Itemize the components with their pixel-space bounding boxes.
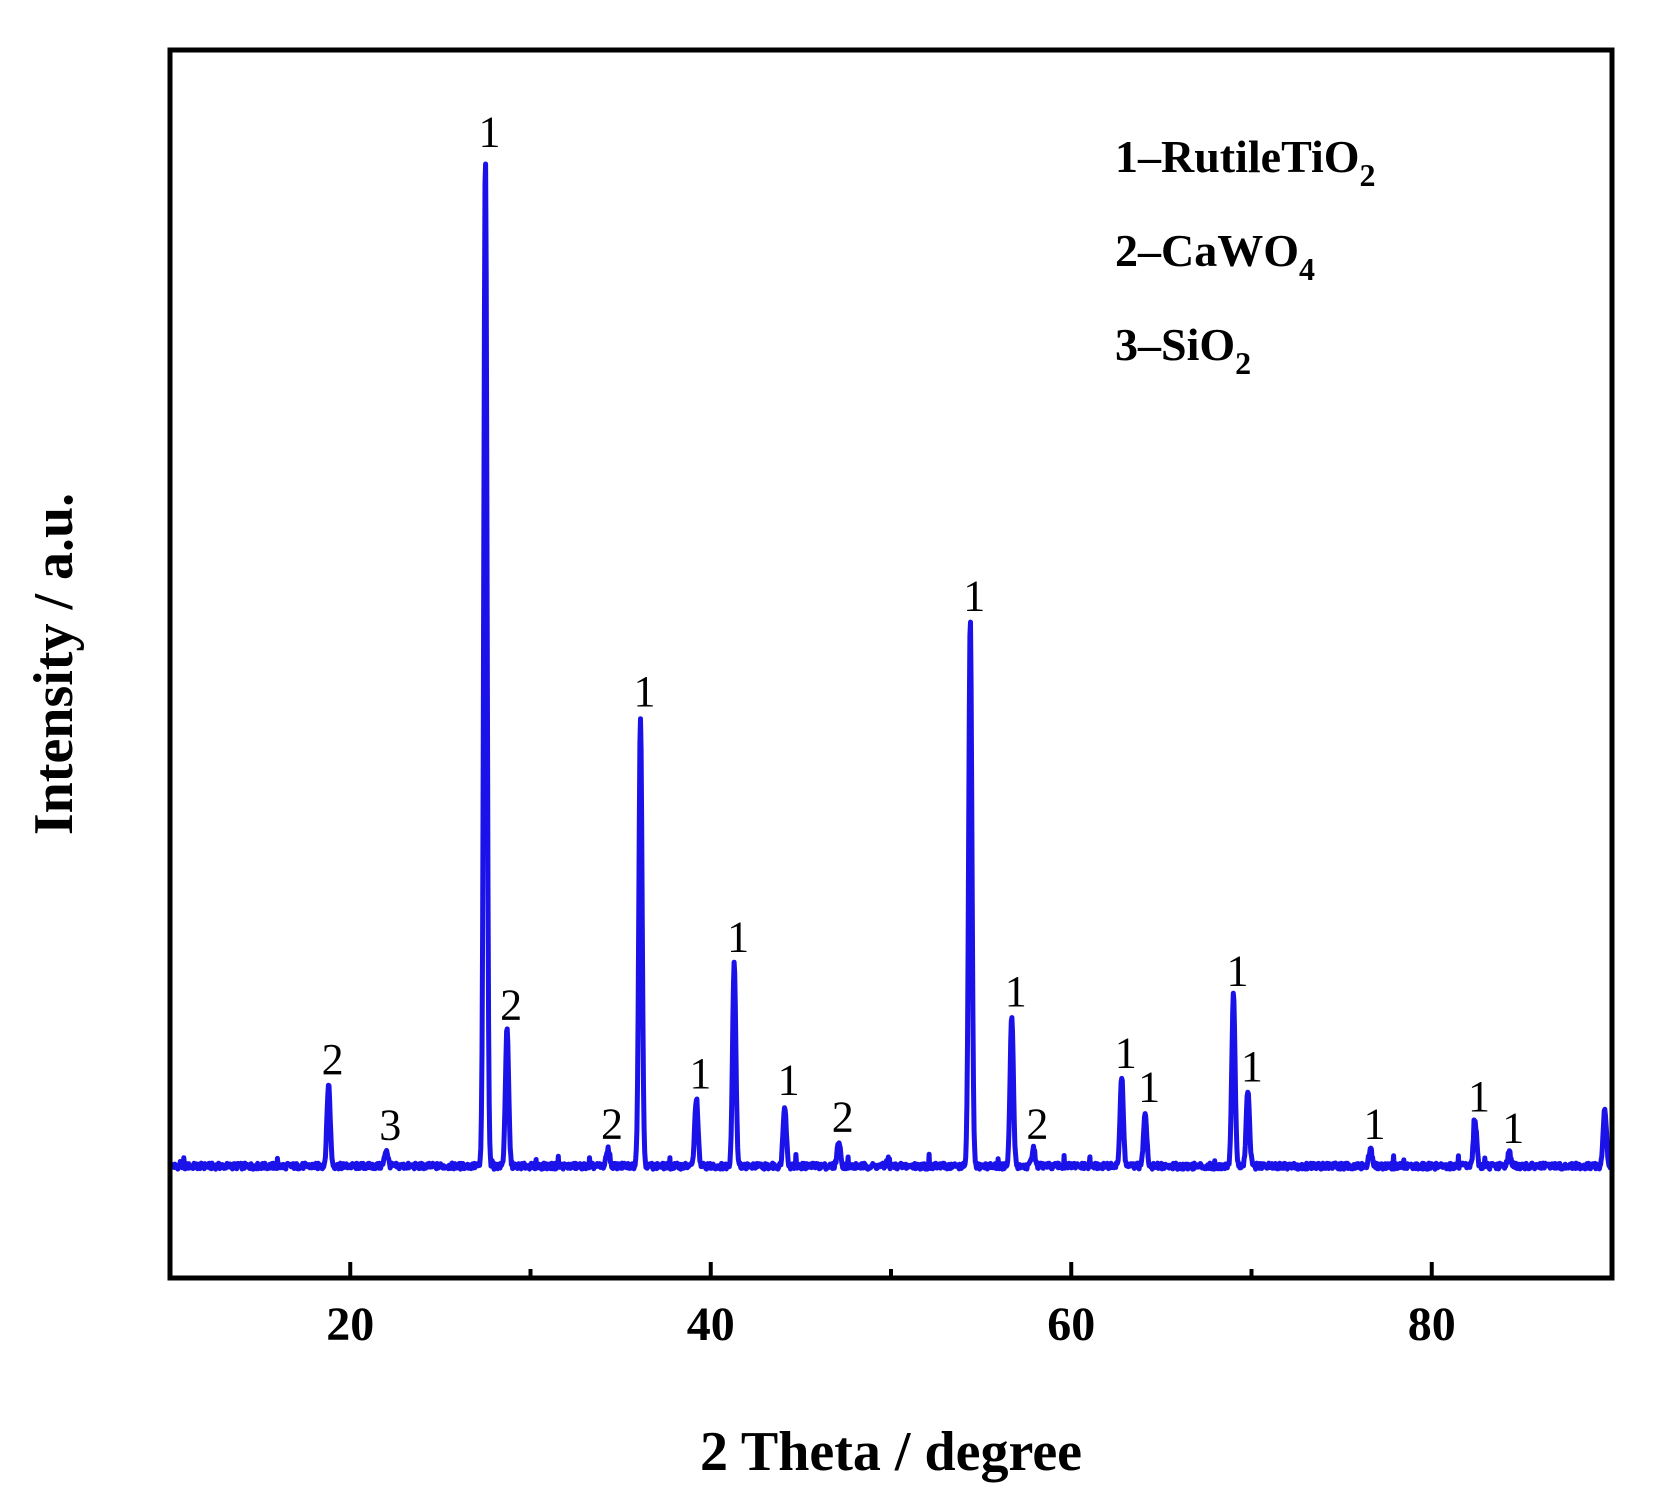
peak-label: 1 <box>1363 1099 1385 1148</box>
peak-label: 2 <box>832 1093 854 1142</box>
plot-layer <box>169 161 1614 1172</box>
peak-label: 2 <box>322 1035 344 1084</box>
legend-entry-text: 2–CaWO <box>1115 225 1299 276</box>
peak-label: 1 <box>633 667 655 716</box>
peak-label: 3 <box>379 1101 401 1150</box>
legend-entry: 3–SiO2 <box>1115 319 1251 381</box>
x-axis-title: 2 Theta / degree <box>700 1421 1082 1483</box>
peak-label: 1 <box>1502 1103 1524 1152</box>
x-tick-label: 80 <box>1408 1298 1456 1351</box>
peak-label: 2 <box>601 1099 623 1148</box>
peak-label: 1 <box>778 1056 800 1105</box>
peak-label: 2 <box>1026 1099 1048 1148</box>
x-axis-tick-labels: 20 40 60 80 <box>326 1298 1456 1351</box>
legend-entry: 1–RutileTiO2 <box>1115 131 1376 193</box>
x-tick-label: 60 <box>1047 1298 1095 1351</box>
peak-label: 1 <box>478 107 500 156</box>
legend-entry-subscript: 2 <box>1360 157 1376 193</box>
x-axis-ticks <box>348 1262 1434 1278</box>
y-axis-title: Intensity / a.u. <box>23 493 85 835</box>
peak-label: 1 <box>1241 1042 1263 1091</box>
peak-label: 1 <box>689 1049 711 1098</box>
legend-entry-text: 3–SiO <box>1115 319 1235 370</box>
peak-label: 1 <box>1138 1063 1160 1112</box>
peak-label: 1 <box>1005 967 1027 1016</box>
plot-frame <box>167 47 1615 1281</box>
peak-label: 1 <box>1226 947 1248 996</box>
series-line <box>169 161 1614 1172</box>
x-tick-label: 40 <box>687 1298 735 1351</box>
legend-entry-subscript: 4 <box>1299 251 1315 287</box>
x-tick-label: 20 <box>326 1298 374 1351</box>
peak-label: 1 <box>1468 1072 1490 1121</box>
peak-label: 1 <box>963 571 985 620</box>
peak-label: 2 <box>500 981 522 1030</box>
peak-label: 1 <box>1115 1028 1137 1077</box>
legend-entry-text: 1–RutileTiO <box>1115 131 1360 182</box>
legend-entry: 2–CaWO4 <box>1115 225 1315 287</box>
legend-entry-subscript: 2 <box>1235 345 1251 381</box>
peak-label: 1 <box>727 912 749 961</box>
